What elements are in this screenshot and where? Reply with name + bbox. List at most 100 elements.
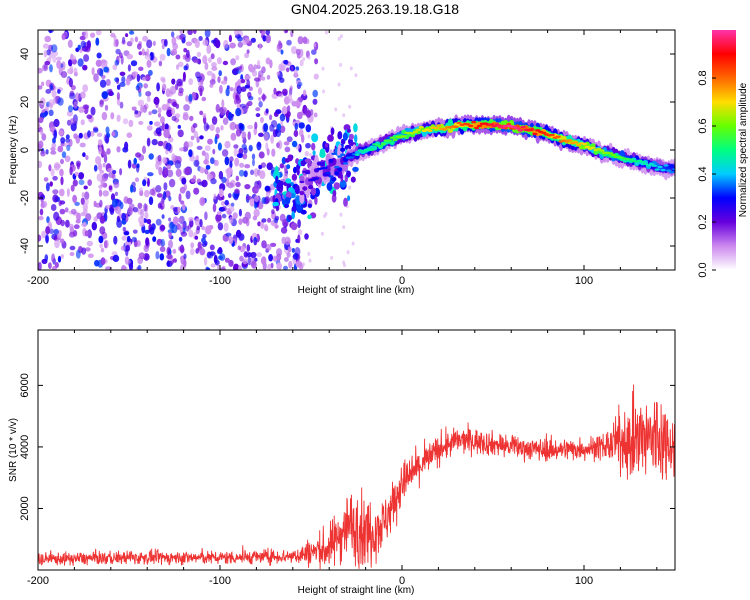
heatmap-noise-cell [330, 255, 334, 260]
heatmap-noise-cell [237, 36, 243, 42]
heatmap-noise-cell [171, 78, 176, 85]
heatmap-noise-cell [151, 109, 158, 115]
heatmap-noise-cell [312, 98, 318, 105]
heatmap-noise-cell [45, 226, 51, 235]
heatmap-noise-cell [84, 230, 89, 237]
heatmap-ridge-core [608, 152, 614, 155]
heatmap-noise-cell [242, 153, 248, 160]
heatmap-ridge-core [541, 131, 547, 134]
heatmap-noise-cell [73, 224, 80, 230]
heatmap-noise-cell [122, 226, 127, 232]
heatmap-noise-cell [309, 152, 312, 157]
heatmap-noise-cell [295, 48, 301, 56]
heatmap-noise-cell [339, 212, 343, 217]
heatmap-ridge-core [453, 125, 459, 128]
heatmap-noise-cell [50, 168, 55, 177]
heatmap-noise-cell [166, 109, 173, 118]
heatmap-noise-cell [297, 36, 304, 45]
heatmap-ridge-core [666, 169, 672, 172]
heatmap-noise-cell [130, 37, 134, 44]
heatmap-noise-cell [82, 203, 89, 211]
heatmap-noise-cell [112, 64, 118, 71]
heatmap-noise-cell [258, 101, 263, 108]
heatmap-noise-cell [104, 104, 109, 111]
heatmap-noise-cell [216, 264, 221, 270]
heatmap-noise-cell [213, 193, 217, 200]
heatmap-noise-cell [96, 212, 103, 220]
heatmap-noise-cell [78, 179, 85, 186]
heatmap-noise-cell [180, 231, 188, 237]
heatmap-noise-cell [303, 107, 310, 116]
heatmap-noise-cell [199, 197, 206, 206]
heatmap-transition-cell [333, 182, 340, 190]
heatmap-noise-cell [247, 124, 254, 130]
heatmap-noise-cell [216, 57, 222, 65]
heatmap-noise-cell [114, 191, 118, 196]
heatmap-noise-cell [161, 122, 165, 132]
heatmap-noise-cell [307, 134, 311, 139]
heatmap-noise-cell [91, 221, 98, 231]
heatmap-noise-cell [76, 212, 81, 222]
heatmap-noise-cell [146, 218, 152, 225]
heatmap-noise-cell [321, 66, 325, 71]
heatmap-noise-cell [235, 175, 239, 182]
colorbar-tick-label: 0.6 [697, 118, 709, 133]
heatmap-noise-cell [270, 134, 274, 144]
heatmap-noise-cell [86, 114, 93, 119]
heatmap-noise-cell [256, 252, 263, 258]
snr-series-line [38, 384, 675, 570]
heatmap-noise-cell [260, 116, 264, 124]
heatmap-noise-cell [166, 47, 171, 57]
heatmap-noise-cell [138, 51, 143, 56]
heatmap-noise-cell [89, 130, 95, 137]
snr-ytick-label: 2000 [19, 496, 31, 520]
heatmap-noise-cell [263, 224, 269, 231]
heatmap-noise-cell [105, 204, 111, 210]
heatmap-noise-cell [184, 167, 191, 176]
heatmap-noise-cell [254, 195, 259, 203]
heatmap-noise-cell [229, 87, 234, 92]
heatmap-noise-cell [130, 60, 138, 67]
heatmap-noise-cell [122, 118, 129, 125]
heatmap-noise-cell [121, 76, 126, 84]
heatmap-noise-cell [276, 248, 283, 257]
heatmap-noise-cell [99, 169, 104, 174]
heatmap-noise-cell [191, 91, 197, 101]
heatmap-noise-cell [121, 235, 128, 241]
heatmap-noise-cell [75, 92, 80, 102]
heatmap-noise-cell [284, 30, 288, 34]
heatmap-noise-cell [38, 85, 43, 90]
heatmap-noise-cell [78, 132, 83, 139]
heatmap-transition-cell [352, 166, 359, 172]
heatmap-transition-cell [348, 133, 354, 140]
heatmap-noise-cell [148, 153, 154, 160]
heatmap-noise-cell [77, 44, 81, 50]
heatmap-noise-cell [196, 145, 203, 150]
spectrogram-heatmap [38, 30, 675, 270]
heatmap-noise-cell [194, 71, 202, 78]
heatmap-noise-cell [101, 111, 108, 121]
heatmap-noise-cell [221, 176, 227, 184]
heatmap-noise-cell [313, 43, 317, 48]
heatmap-noise-cell [290, 65, 294, 72]
heatmap-noise-cell [142, 145, 146, 154]
heatmap-transition-cell [337, 131, 343, 140]
heatmap-noise-cell [155, 127, 162, 135]
heatmap-noise-cell [50, 204, 57, 211]
heatmap-noise-cell [153, 96, 160, 105]
heatmap-noise-cell [252, 158, 255, 167]
heatmap-noise-cell [265, 108, 269, 114]
heatmap-noise-cell [256, 59, 261, 68]
heatmap-transition-cell [278, 180, 284, 187]
snr-xtick-label: -100 [209, 575, 231, 587]
heatmap-noise-cell [171, 224, 178, 234]
heatmap-noise-cell [75, 219, 81, 224]
heatmap-noise-cell [61, 151, 67, 159]
heatmap-noise-cell [239, 162, 245, 168]
heatmap-noise-cell [261, 256, 267, 265]
heatmap-noise-cell [217, 222, 224, 231]
heatmap-noise-cell [143, 244, 149, 253]
heatmap-noise-cell [343, 263, 346, 268]
heatmap-noise-cell [51, 89, 57, 98]
